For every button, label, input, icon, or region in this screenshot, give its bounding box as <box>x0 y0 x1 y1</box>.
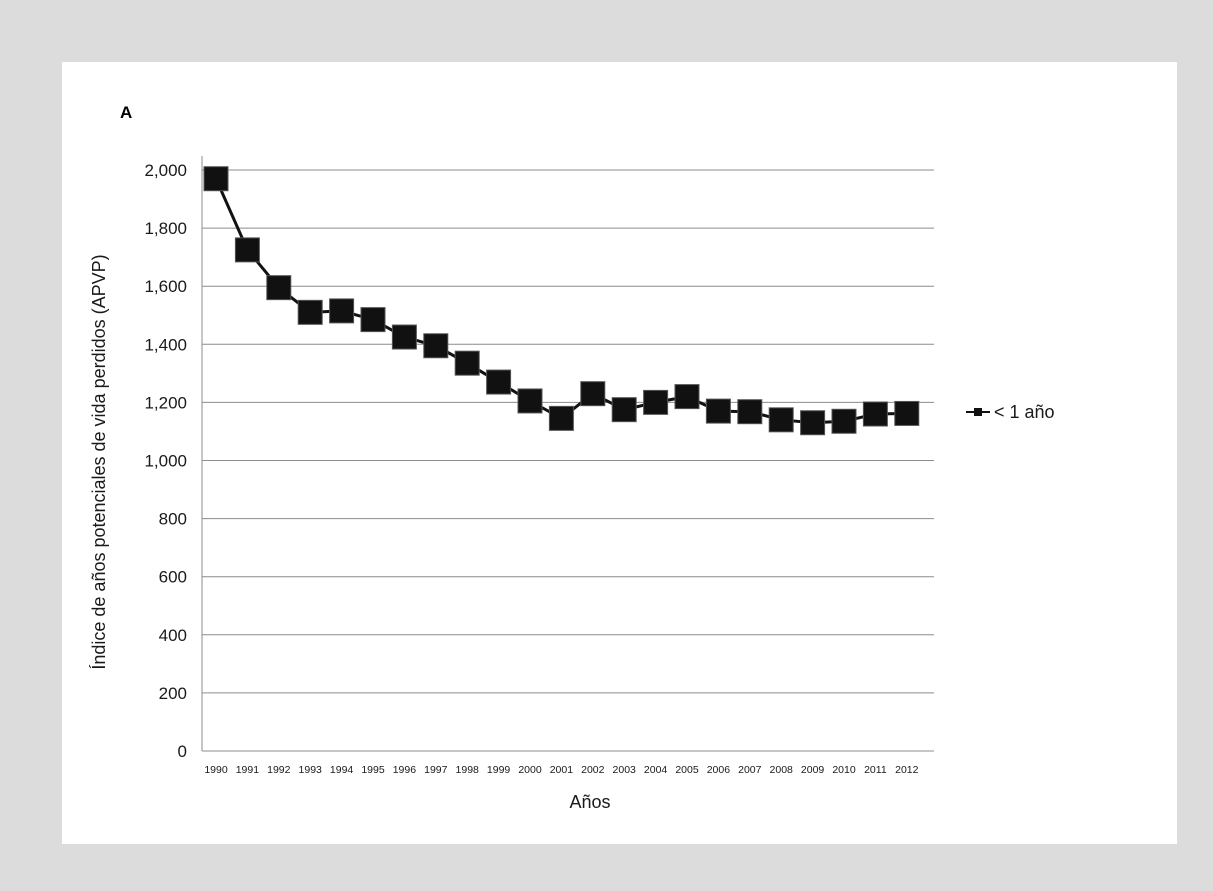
y-tick-label: 0 <box>178 742 187 761</box>
x-tick-label: 1993 <box>299 764 323 776</box>
data-point-marker <box>737 399 763 425</box>
x-tick-label: 1992 <box>267 764 291 776</box>
data-point-marker <box>643 389 669 415</box>
x-tick-label: 1996 <box>393 764 417 776</box>
axes <box>201 156 934 752</box>
x-tick-label: 2009 <box>801 764 825 776</box>
chart-card <box>62 62 1177 844</box>
data-point-marker <box>894 400 920 426</box>
y-tick-label: 1,000 <box>144 452 187 471</box>
y-tick-label: 1,600 <box>144 277 187 296</box>
x-tick-label: 1997 <box>424 764 448 776</box>
data-point-marker <box>391 324 417 350</box>
data-point-marker <box>329 298 355 324</box>
x-tick-label: 2001 <box>550 764 574 776</box>
data-point-marker <box>360 307 386 333</box>
x-tick-label: 2011 <box>864 764 887 776</box>
x-axis-label: Años <box>569 792 610 812</box>
y-tick-labels: 0 200 400 600 800 1,000 1,200 1,400 1,600 1,800 2,… <box>144 161 187 761</box>
y-tick-label: 1,800 <box>144 219 187 238</box>
panel-label: A <box>120 103 133 122</box>
x-tick-label: 1998 <box>456 764 480 776</box>
data-point-marker <box>611 397 637 423</box>
data-point-marker <box>548 405 574 431</box>
legend-label: < 1 año <box>994 402 1055 422</box>
data-point-marker <box>705 398 731 424</box>
x-tick-label: 1999 <box>487 764 511 776</box>
data-point-marker <box>831 408 857 434</box>
data-point-marker <box>234 237 260 263</box>
x-tick-labels: 1990 1991 1992 1993 1994 1995 1996 1997 1998 1999… <box>204 764 918 776</box>
data-point-marker <box>203 166 229 192</box>
legend: < 1 año <box>966 402 1055 422</box>
data-point-marker <box>454 350 480 376</box>
data-point-marker <box>674 384 700 410</box>
x-tick-label: 2010 <box>832 764 856 776</box>
y-tick-label: 600 <box>159 568 187 587</box>
y-tick-label: 200 <box>159 684 187 703</box>
data-point-marker <box>800 410 826 436</box>
x-tick-label: 2005 <box>675 764 699 776</box>
x-tick-label: 1991 <box>236 764 260 776</box>
data-point-marker <box>486 369 512 395</box>
data-point-marker <box>862 401 888 427</box>
data-point-marker <box>768 407 794 433</box>
x-tick-label: 2012 <box>895 764 919 776</box>
x-tick-label: 2002 <box>581 764 605 776</box>
x-tick-label: 2000 <box>518 764 542 776</box>
y-tick-label: 1,400 <box>144 335 187 354</box>
series-group <box>203 166 920 436</box>
x-tick-label: 2004 <box>644 764 668 776</box>
x-tick-label: 2006 <box>707 764 731 776</box>
y-axis-label: Índice de años potenciales de vida perdi… <box>89 254 109 669</box>
y-tick-label: 800 <box>159 510 187 529</box>
y-tick-label: 1,200 <box>144 393 187 412</box>
data-point-marker <box>517 388 543 414</box>
x-tick-label: 2007 <box>738 764 762 776</box>
data-point-marker <box>580 381 606 407</box>
y-tick-label: 2,000 <box>144 161 187 180</box>
x-tick-label: 1994 <box>330 764 354 776</box>
x-tick-label: 2003 <box>613 764 637 776</box>
x-tick-label: 1990 <box>204 764 228 776</box>
data-point-marker <box>266 275 292 301</box>
y-tick-label: 400 <box>159 626 187 645</box>
data-point-marker <box>297 299 323 325</box>
gridlines <box>202 169 934 694</box>
legend-marker <box>974 408 982 416</box>
x-tick-label: 1995 <box>361 764 385 776</box>
data-point-marker <box>423 333 449 359</box>
x-tick-label: 2008 <box>770 764 794 776</box>
